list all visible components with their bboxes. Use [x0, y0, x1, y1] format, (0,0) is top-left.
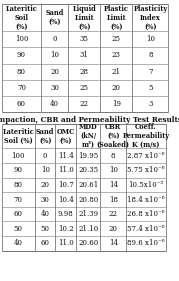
Text: 25: 25 — [80, 84, 89, 92]
Text: 14: 14 — [109, 181, 118, 189]
Text: 35: 35 — [80, 35, 89, 43]
Text: 60: 60 — [14, 210, 23, 218]
Text: 18: 18 — [109, 196, 118, 203]
Text: 14: 14 — [109, 239, 118, 247]
Text: 90: 90 — [17, 51, 26, 59]
Text: 11.0: 11.0 — [58, 239, 74, 247]
Text: 100: 100 — [12, 152, 25, 160]
Text: Sand
(%): Sand (%) — [36, 128, 54, 144]
Text: 70: 70 — [17, 84, 26, 92]
Text: 20: 20 — [41, 181, 50, 189]
Text: 11.0: 11.0 — [58, 166, 74, 174]
Text: 9.98: 9.98 — [58, 210, 74, 218]
Text: 5.75 x10⁻⁶: 5.75 x10⁻⁶ — [127, 166, 165, 174]
Text: 22: 22 — [80, 100, 89, 108]
Text: Coeff.
Permeability
K (m/s): Coeff. Permeability K (m/s) — [122, 123, 170, 149]
Text: 20: 20 — [109, 225, 118, 233]
Text: 18.4 x10⁻⁶: 18.4 x10⁻⁶ — [127, 196, 165, 203]
Text: 50: 50 — [14, 225, 23, 233]
Text: 31: 31 — [80, 51, 89, 59]
Text: 25: 25 — [112, 35, 121, 43]
Text: 5: 5 — [148, 84, 153, 92]
Text: 8: 8 — [148, 51, 153, 59]
Text: 10.7: 10.7 — [58, 181, 74, 189]
Text: 20.80: 20.80 — [78, 196, 98, 203]
Text: 21.10: 21.10 — [78, 225, 98, 233]
Text: 30: 30 — [50, 84, 59, 92]
Text: 60: 60 — [41, 239, 50, 247]
Text: 28: 28 — [80, 68, 89, 76]
Text: 10.5x10⁻⁵: 10.5x10⁻⁵ — [128, 181, 163, 189]
Text: 10: 10 — [109, 166, 118, 174]
Text: Lateritic
Soil
(%): Lateritic Soil (%) — [6, 5, 37, 30]
Text: 30: 30 — [41, 196, 50, 203]
Text: 10.2: 10.2 — [58, 225, 74, 233]
Text: MDD
(kN/
m³): MDD (kN/ m³) — [79, 123, 98, 149]
Text: 0: 0 — [43, 152, 47, 160]
Text: 80: 80 — [14, 181, 23, 189]
Text: 20.61: 20.61 — [78, 181, 98, 189]
Text: 70: 70 — [14, 196, 23, 203]
Text: 80: 80 — [17, 68, 26, 76]
Text: 10: 10 — [146, 35, 155, 43]
Text: CBR
(%)
(Soaked): CBR (%) (Soaked) — [97, 123, 130, 149]
Text: 23: 23 — [112, 51, 121, 59]
Text: 20: 20 — [50, 68, 59, 76]
Text: Sand
(%): Sand (%) — [45, 9, 64, 26]
Text: Compaction, CBR and Permeability Test Results: Compaction, CBR and Permeability Test Re… — [0, 116, 179, 124]
Text: 2.87 x10⁻⁶: 2.87 x10⁻⁶ — [127, 152, 165, 160]
Text: 21: 21 — [112, 68, 121, 76]
Text: 19: 19 — [112, 100, 121, 108]
Text: 26.8 x10⁻⁶: 26.8 x10⁻⁶ — [127, 210, 165, 218]
Text: 57.4 x10⁻⁶: 57.4 x10⁻⁶ — [127, 225, 165, 233]
Text: 22: 22 — [109, 210, 118, 218]
Text: 40: 40 — [14, 239, 23, 247]
Text: 11.4: 11.4 — [58, 152, 74, 160]
Text: 10: 10 — [41, 166, 50, 174]
Text: 10.4: 10.4 — [58, 196, 74, 203]
Text: 89.6 x10⁻⁶: 89.6 x10⁻⁶ — [127, 239, 165, 247]
Text: 20.60: 20.60 — [78, 239, 98, 247]
Text: 40: 40 — [41, 210, 50, 218]
Text: 19.95: 19.95 — [78, 152, 98, 160]
Text: 10: 10 — [50, 51, 59, 59]
Text: 8: 8 — [111, 152, 115, 160]
Text: 7: 7 — [148, 68, 153, 76]
Text: OMC
(%): OMC (%) — [57, 128, 75, 144]
Text: 3: 3 — [148, 100, 153, 108]
Text: 20: 20 — [112, 84, 121, 92]
Text: Plasticity
Index
(%): Plasticity Index (%) — [133, 5, 168, 30]
Text: 60: 60 — [17, 100, 26, 108]
Text: 20.35: 20.35 — [78, 166, 98, 174]
Text: Lateritic
Soil (%): Lateritic Soil (%) — [3, 128, 34, 144]
Text: 50: 50 — [41, 225, 50, 233]
Text: 90: 90 — [14, 166, 23, 174]
Text: 21.39: 21.39 — [78, 210, 98, 218]
Text: 40: 40 — [50, 100, 59, 108]
Text: Plastic
Limit
(%): Plastic Limit (%) — [104, 5, 129, 30]
Text: 100: 100 — [15, 35, 28, 43]
Text: 0: 0 — [52, 35, 57, 43]
Text: Liquid
Limit
(%): Liquid Limit (%) — [72, 5, 96, 30]
